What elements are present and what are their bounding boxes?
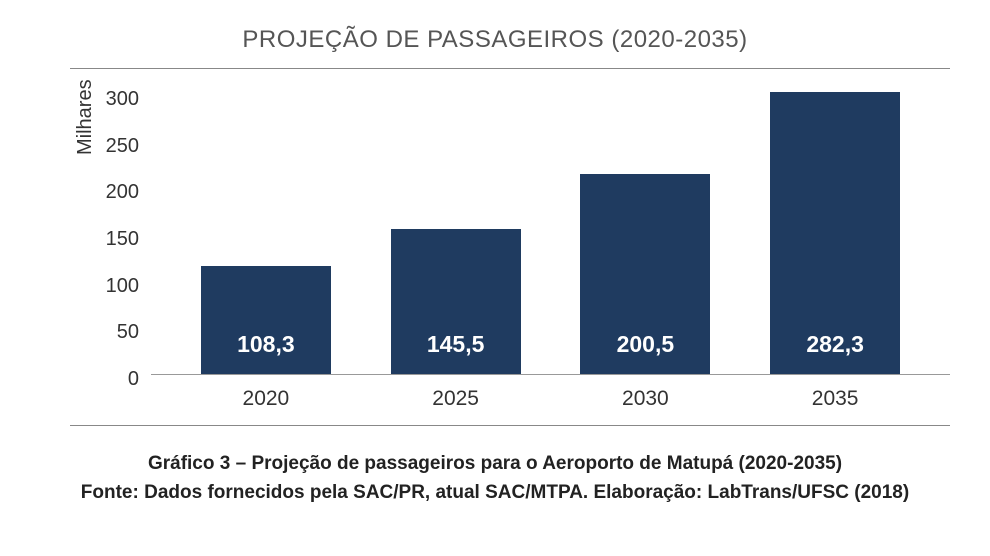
x-tick: 2020 bbox=[201, 387, 331, 411]
bar-value-label: 145,5 bbox=[391, 331, 521, 358]
y-tick: 200 bbox=[97, 182, 139, 202]
bar: 282,3 bbox=[770, 92, 900, 374]
plot-area: 108,3 145,5 200,5 282,3 bbox=[151, 79, 950, 375]
chart-row: Milhares 300 250 200 150 100 50 0 108,31… bbox=[70, 79, 950, 419]
bar: 108,3 bbox=[201, 266, 331, 374]
bar-value-label: 108,3 bbox=[201, 331, 331, 358]
bar-value-label: 200,5 bbox=[580, 331, 710, 358]
y-axis: 300 250 200 150 100 50 0 bbox=[97, 79, 151, 379]
top-rule bbox=[70, 68, 950, 69]
chart-container: PROJEÇÃO DE PASSAGEIROS (2020-2035) Milh… bbox=[0, 0, 990, 556]
y-axis-label: Milhares bbox=[70, 79, 97, 379]
figure-caption: Gráfico 3 – Projeção de passageiros para… bbox=[40, 450, 950, 507]
bar: 145,5 bbox=[391, 229, 521, 375]
x-axis: 2020 2025 2030 2035 bbox=[151, 375, 950, 419]
bar: 200,5 bbox=[580, 174, 710, 375]
y-tick: 250 bbox=[97, 136, 139, 156]
plot-column: 108,3 145,5 200,5 282,3 2020 2025 2030 2035 bbox=[151, 79, 950, 419]
y-tick: 0 bbox=[97, 369, 139, 389]
x-tick: 2025 bbox=[391, 387, 521, 411]
x-tick: 2035 bbox=[770, 387, 900, 411]
bar-value-label: 282,3 bbox=[770, 331, 900, 358]
y-tick: 50 bbox=[97, 322, 139, 342]
caption-line-1: Gráfico 3 – Projeção de passageiros para… bbox=[40, 450, 950, 479]
chart-title: PROJEÇÃO DE PASSAGEIROS (2020-2035) bbox=[40, 26, 950, 54]
caption-line-2: Fonte: Dados fornecidos pela SAC/PR, atu… bbox=[40, 479, 950, 508]
y-tick: 150 bbox=[97, 229, 139, 249]
x-tick: 2030 bbox=[580, 387, 710, 411]
bottom-rule bbox=[70, 425, 950, 426]
y-tick: 100 bbox=[97, 276, 139, 296]
y-tick: 300 bbox=[97, 89, 139, 109]
